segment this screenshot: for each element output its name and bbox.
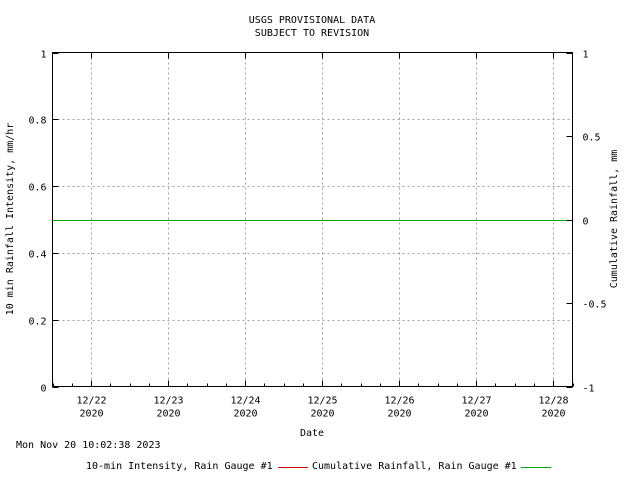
x-tick-label: 12/24	[230, 396, 260, 407]
plot-frame	[52, 52, 573, 387]
x-axis-label: Date	[300, 428, 324, 439]
y-right-tick-label: 1	[583, 50, 589, 61]
legend-swatch-intensity	[278, 467, 308, 468]
y-left-tick-label: 0	[40, 384, 46, 395]
x-tick-label: 12/28	[538, 396, 568, 407]
x-tick-year-label: 2020	[310, 409, 334, 420]
x-tick-year-label: 2020	[387, 409, 411, 420]
legend-label-cumulative: Cumulative Rainfall, Rain Gauge #1	[312, 461, 517, 472]
y-left-tick-label: 0.6	[28, 183, 46, 194]
y-right-tick-label: 0.5	[583, 133, 601, 144]
x-tick-year-label: 2020	[541, 409, 565, 420]
chart-title: USGS PROVISIONAL DATA	[249, 15, 375, 26]
rainfall-chart: USGS PROVISIONAL DATA SUBJECT TO REVISIO…	[5, 15, 620, 439]
legend-swatch-cumulative	[521, 467, 551, 468]
y-axis-right: -1 -0.5 0 0.5 1	[566, 50, 607, 395]
x-tick-year-label: 2020	[156, 409, 180, 420]
y-right-tick-label: -1	[583, 384, 595, 395]
y-axis-left: 0 0.2 0.4 0.6 0.8 1	[28, 50, 59, 395]
y-right-tick-label: -0.5	[583, 300, 607, 311]
generated-timestamp: Mon Nov 20 10:02:38 2023	[16, 440, 161, 451]
x-tick-label: 12/23	[153, 396, 183, 407]
y-axis-right-label: Cumulative Rainfall, mm	[609, 150, 620, 288]
grid	[52, 52, 573, 387]
x-tick-label: 12/26	[384, 396, 414, 407]
x-tick-label: 12/25	[307, 396, 337, 407]
x-tick-label: 12/27	[461, 396, 491, 407]
x-tick-year-label: 2020	[233, 409, 257, 420]
y-left-tick-label: 0.4	[28, 250, 46, 261]
x-tick-label: 12/22	[76, 396, 106, 407]
y-left-tick-label: 1	[40, 50, 46, 61]
y-left-tick-label: 0.8	[28, 116, 46, 127]
x-axis: 12/22 2020 12/23 2020 12/24 2020 12/25 2020 12/2…	[53, 52, 574, 420]
y-axis-left-label: 10 min Rainfall Intensity, mm/hr	[5, 123, 16, 316]
x-tick-year-label: 2020	[464, 409, 488, 420]
chart-subtitle: SUBJECT TO REVISION	[255, 28, 369, 39]
legend-label-intensity: 10-min Intensity, Rain Gauge #1	[86, 461, 273, 472]
y-right-tick-label: 0	[583, 217, 589, 228]
x-tick-year-label: 2020	[79, 409, 103, 420]
y-left-tick-label: 0.2	[28, 317, 46, 328]
